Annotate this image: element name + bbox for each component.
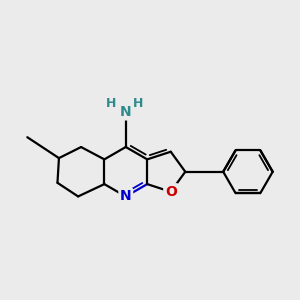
Text: O: O [165,185,177,199]
Text: N: N [120,105,132,119]
Text: H: H [133,97,143,110]
Text: N: N [120,190,132,203]
Text: H: H [106,97,116,110]
